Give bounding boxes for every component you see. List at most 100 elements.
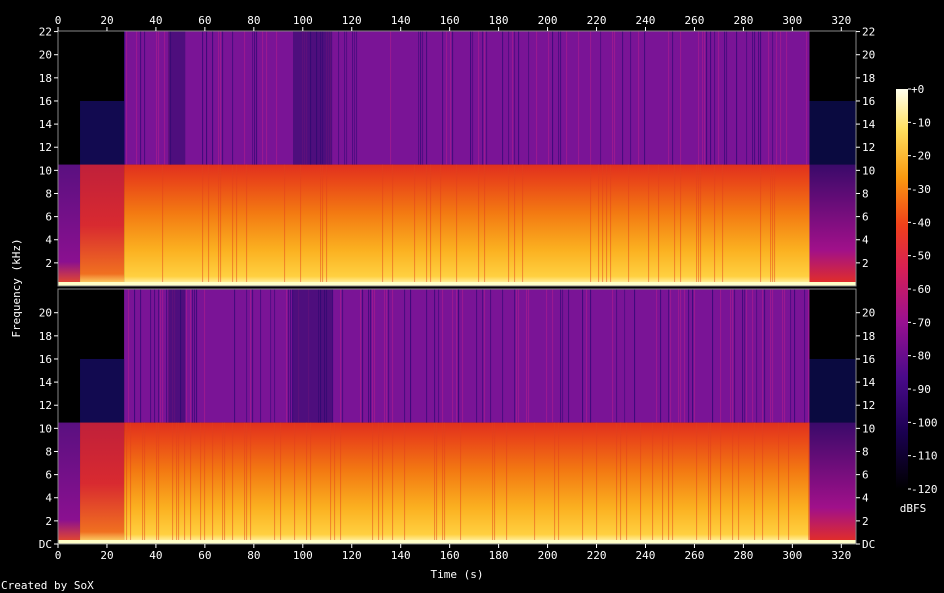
colorbar-tick-label: -70 bbox=[911, 316, 931, 329]
x-tick-label: 0 bbox=[55, 549, 62, 562]
intro-low-energy-region bbox=[80, 358, 125, 423]
x-tick-label: 80 bbox=[247, 549, 260, 562]
x-tick-label: 160 bbox=[440, 549, 460, 562]
colorbar-tick-label: -90 bbox=[911, 383, 931, 396]
x-tick-label: 80 bbox=[247, 14, 260, 27]
x-tick-label: 40 bbox=[149, 549, 162, 562]
x-tick-label: 60 bbox=[198, 549, 211, 562]
y-tick-label: 4 bbox=[45, 492, 52, 505]
y-tick-label: 12 bbox=[862, 399, 875, 412]
y-tick-label: 6 bbox=[45, 469, 52, 482]
x-tick-label: 140 bbox=[391, 549, 411, 562]
outro-energy-band bbox=[809, 164, 856, 286]
y-tick-label: 12 bbox=[862, 141, 875, 154]
y-tick-label: 16 bbox=[39, 95, 52, 108]
y-tick-label: 12 bbox=[39, 399, 52, 412]
y-tick-label: 12 bbox=[39, 141, 52, 154]
y-tick-label: 10 bbox=[862, 422, 875, 435]
spectral-streaks bbox=[124, 31, 808, 286]
y-tick-label: 8 bbox=[45, 445, 52, 458]
x-tick-label: 260 bbox=[685, 549, 705, 562]
y-tick-label: 10 bbox=[39, 422, 52, 435]
x-axis-top: 0 20 40 60 80 100 120 140 160 180 200 220 240 260 280 3… bbox=[55, 14, 851, 31]
x-tick-label: 60 bbox=[198, 14, 211, 27]
y-tick-label: 8 bbox=[45, 187, 52, 200]
x-tick-label: 160 bbox=[440, 14, 460, 27]
y-tick-label: 18 bbox=[39, 72, 52, 85]
y-tick-label: 8 bbox=[862, 187, 869, 200]
x-tick-label: 260 bbox=[685, 14, 705, 27]
y-tick-label: 6 bbox=[862, 469, 869, 482]
y-tick-label: 22 bbox=[862, 26, 875, 39]
colorbar-tick-label: -20 bbox=[911, 150, 931, 163]
y-axis-label: Frequency (kHz) bbox=[10, 238, 23, 337]
plot-frame bbox=[57, 30, 857, 545]
x-tick-label: 20 bbox=[100, 14, 113, 27]
y-tick-label: 6 bbox=[862, 211, 869, 224]
colorbar-tick-label: -30 bbox=[911, 183, 931, 196]
y-tick-label: 16 bbox=[862, 353, 875, 366]
x-tick-label: 180 bbox=[489, 549, 509, 562]
x-tick-label: 280 bbox=[733, 14, 753, 27]
colorbar: +0 -10 -20 -30 -40 -50 -60 -70 -80 -90 -100 -110 -12… bbox=[896, 83, 938, 515]
y-tick-label: 4 bbox=[862, 492, 869, 505]
spectral-streaks bbox=[126, 289, 810, 544]
y-tick-label: 4 bbox=[862, 234, 869, 247]
intro-energy-band bbox=[80, 422, 125, 544]
x-tick-label: 280 bbox=[733, 549, 753, 562]
y-tick-label: 14 bbox=[862, 376, 876, 389]
music-energy-band bbox=[124, 164, 810, 286]
high-frequency-region bbox=[124, 31, 810, 165]
x-tick-label: 200 bbox=[538, 14, 558, 27]
plot-channel-2 bbox=[58, 289, 856, 544]
y-tick-label: 2 bbox=[45, 515, 52, 528]
colorbar-tick-label: -40 bbox=[911, 216, 931, 229]
plot-channel-1 bbox=[58, 31, 856, 286]
y-tick-label: 6 bbox=[45, 211, 52, 224]
colorbar-tick-label: -10 bbox=[911, 116, 931, 129]
y-tick-label: 2 bbox=[862, 515, 869, 528]
high-frequency-region bbox=[124, 289, 810, 423]
colorbar-tick-label: -50 bbox=[911, 250, 931, 263]
x-tick-label: 240 bbox=[636, 14, 656, 27]
y-tick-label: 18 bbox=[39, 330, 52, 343]
x-axis-label: Time (s) bbox=[431, 568, 484, 581]
y-tick-label: 8 bbox=[862, 445, 869, 458]
intro-low-energy-region bbox=[80, 100, 125, 165]
y-axis-left: 2 4 6 8 10 12 14 16 18 20 22 DC 2 4 6 8 10 12 14 16 18 20 bbox=[39, 26, 58, 551]
low-frequency-strip bbox=[58, 282, 856, 286]
outro-low-energy-region bbox=[809, 100, 856, 165]
x-tick-label: 40 bbox=[149, 14, 162, 27]
y-tick-label: 2 bbox=[45, 257, 52, 270]
colorbar-tick-label: +0 bbox=[911, 83, 924, 96]
y-tick-label: 10 bbox=[862, 164, 875, 177]
y-tick-label: 16 bbox=[862, 95, 875, 108]
colorbar-tick-label: -110 bbox=[911, 450, 938, 463]
y-tick-label: 4 bbox=[45, 234, 52, 247]
x-tick-label: 320 bbox=[831, 14, 851, 27]
x-tick-label: 120 bbox=[342, 549, 362, 562]
music-energy-band bbox=[124, 422, 810, 544]
intro-energy-band bbox=[80, 164, 125, 286]
y-tick-label: DC bbox=[39, 538, 52, 551]
x-tick-label: 100 bbox=[293, 549, 313, 562]
colorbar-tick-label: -100 bbox=[911, 416, 938, 429]
x-tick-label: 180 bbox=[489, 14, 509, 27]
colorbar-unit: dBFS bbox=[900, 502, 927, 515]
x-tick-label: 300 bbox=[782, 549, 802, 562]
y-tick-label: 20 bbox=[39, 307, 52, 320]
y-tick-label: 20 bbox=[39, 49, 52, 62]
colorbar-tick-label: -120 bbox=[911, 483, 938, 496]
x-tick-label: 120 bbox=[342, 14, 362, 27]
y-tick-label: 10 bbox=[39, 164, 52, 177]
y-tick-label: 22 bbox=[39, 26, 52, 39]
x-tick-label: 320 bbox=[831, 549, 851, 562]
y-tick-label: 14 bbox=[39, 118, 53, 131]
x-tick-label: 240 bbox=[636, 549, 656, 562]
x-tick-label: 100 bbox=[293, 14, 313, 27]
lead-in-band bbox=[58, 164, 81, 286]
outro-energy-band bbox=[809, 422, 856, 544]
footer-credit: Created by SoX bbox=[1, 579, 94, 592]
y-tick-label: 20 bbox=[862, 307, 875, 320]
y-axis-right: 2 4 6 8 10 12 14 16 18 20 22 DC 2 4 6 8 10 12 14 16 18 20 bbox=[856, 26, 876, 551]
